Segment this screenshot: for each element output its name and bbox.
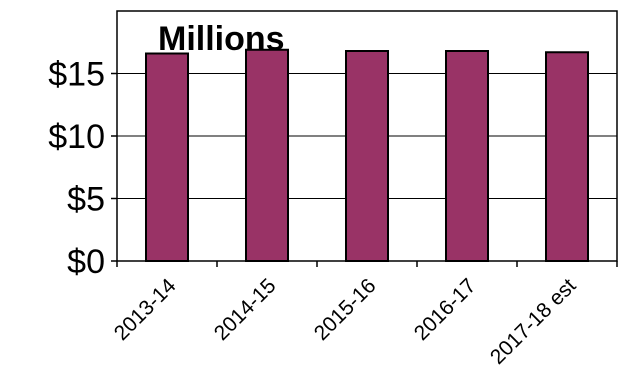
bar (245, 48, 289, 262)
bar (345, 50, 389, 262)
y-tick-label: $10 (48, 118, 105, 156)
x-axis-ticks: 2013-14 2014-15 2015-16 2016-17 2017-18 est (110, 261, 618, 369)
chart-title: Millions (158, 20, 285, 58)
x-category-label: 2014-15 (210, 274, 281, 345)
bar (145, 52, 189, 262)
bar-series (145, 48, 589, 262)
bar (545, 51, 589, 262)
y-tick-label: $0 (67, 243, 105, 281)
x-category-label: 2015-16 (310, 274, 381, 345)
y-tick-label: $15 (48, 56, 105, 94)
y-tick-label: $5 (67, 181, 105, 219)
x-category-label: 2017-18 est (486, 274, 581, 369)
y-axis-ticks: $0 $5 $10 $15 (48, 56, 117, 281)
x-category-label: 2016-17 (410, 274, 481, 345)
bar (445, 50, 489, 262)
x-category-label: 2013-14 (110, 274, 181, 345)
